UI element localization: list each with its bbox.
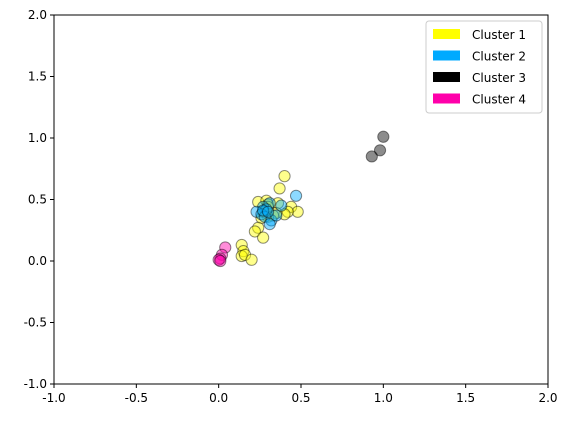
data-point-cluster-1: [235, 238, 248, 252]
data-point-cluster-1: [261, 200, 275, 213]
legend-label-cluster-1: Cluster 1: [472, 28, 526, 42]
data-point-cluster-1: [252, 195, 265, 209]
data-point-cluster-1: [261, 198, 275, 211]
data-point-cluster-1: [255, 211, 268, 225]
data-point-cluster-1: [271, 197, 285, 210]
data-point-cluster-2: [275, 199, 288, 212]
data-point-cluster-1: [257, 205, 270, 218]
data-point-cluster-2: [263, 218, 276, 231]
data-point-cluster-1: [291, 205, 304, 218]
legend-swatch-cluster-4: [433, 93, 460, 104]
data-point-cluster-1: [261, 210, 275, 223]
x-tick-label: 1.5: [456, 391, 475, 405]
data-point-cluster-1: [273, 182, 286, 195]
data-point-cluster-2: [250, 205, 263, 218]
data-point-cluster-2: [260, 203, 273, 216]
data-point-cluster-4: [214, 254, 227, 268]
data-point-cluster-1: [285, 200, 298, 213]
data-point-cluster-1: [278, 208, 291, 221]
legend-swatch-cluster-1: [433, 29, 460, 39]
legend-label-cluster-4: Cluster 4: [472, 93, 526, 107]
data-point-cluster-1: [278, 170, 291, 183]
data-point-cluster-2: [257, 204, 270, 217]
legend-swatch-cluster-2: [433, 50, 460, 61]
data-point-cluster-2: [265, 214, 278, 227]
legend-box: [425, 20, 543, 114]
x-tick-label: 2.0: [538, 391, 557, 405]
legend-label-cluster-2: Cluster 2: [472, 50, 526, 64]
x-tick-label: 0.0: [209, 391, 228, 405]
data-point-cluster-3: [373, 144, 387, 157]
x-tick-label: -0.5: [125, 391, 148, 405]
data-point-cluster-1: [245, 253, 258, 266]
x-tick-label: -1.0: [42, 391, 65, 405]
data-point-cluster-2: [263, 197, 276, 210]
data-point-cluster-1: [257, 231, 270, 244]
data-point-cluster-1: [266, 209, 280, 222]
y-tick-label: 2.0: [28, 8, 47, 22]
data-point-cluster-1: [281, 205, 294, 218]
data-point-cluster-1: [252, 221, 265, 234]
data-point-cluster-4: [219, 241, 232, 254]
legend: Cluster 1 Cluster 2 Cluster 3 Cluster 4: [425, 20, 543, 114]
data-point-cluster-3: [365, 150, 378, 163]
data-point-cluster-4: [212, 253, 225, 266]
legend-swatch-cluster-3: [433, 72, 460, 82]
y-tick-label: 1.0: [28, 131, 47, 145]
y-tick-label: -0.5: [24, 316, 47, 330]
data-point-cluster-1: [238, 248, 252, 261]
x-tick-label: 0.5: [291, 391, 310, 405]
data-point-cluster-1: [270, 206, 283, 220]
data-point-cluster-2: [261, 205, 275, 218]
data-point-cluster-4: [214, 252, 227, 265]
data-point-cluster-2: [255, 208, 268, 221]
data-point-cluster-4: [215, 248, 229, 261]
y-tick-label: 1.5: [28, 70, 47, 84]
y-tick-label: -1.0: [24, 377, 47, 391]
y-tick-label: 0.5: [28, 193, 47, 207]
data-point-cluster-2: [258, 210, 271, 223]
data-point-cluster-3: [377, 130, 390, 143]
legend-label-cluster-3: Cluster 3: [472, 71, 526, 85]
data-point-cluster-2: [257, 200, 270, 213]
data-point-cluster-2: [270, 209, 283, 222]
data-point-cluster-1: [248, 225, 261, 238]
axes-layer: -1.0 -0.5 0.0 0.5 1.0 1.5 2.0 -1.0 -0.5 0.0 0.5 1.0…: [24, 8, 558, 405]
data-point-cluster-1: [237, 245, 250, 258]
x-tick-label: 1.0: [374, 391, 393, 405]
points-layer: [212, 130, 390, 268]
data-point-cluster-1: [235, 249, 248, 263]
y-tick-label: 0.0: [28, 254, 47, 268]
data-point-cluster-2: [289, 189, 303, 202]
data-point-cluster-1: [260, 194, 273, 207]
